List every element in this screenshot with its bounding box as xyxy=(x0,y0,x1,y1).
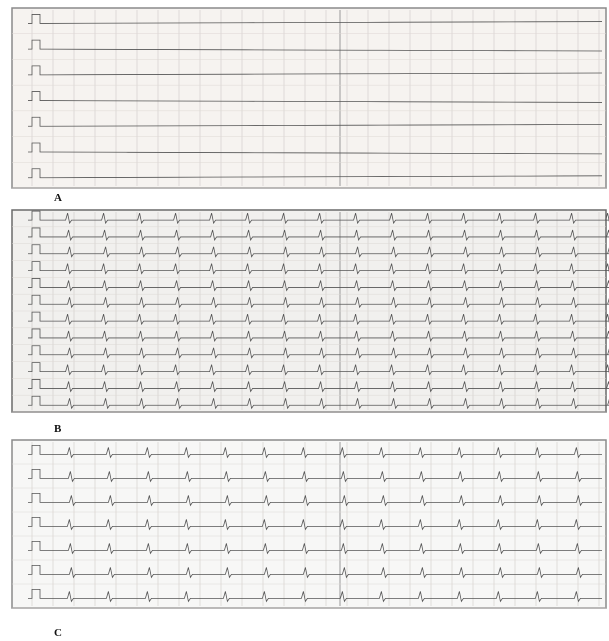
ecg-trace xyxy=(28,261,609,275)
ecg-trace xyxy=(28,395,609,410)
panel-a xyxy=(11,7,607,189)
ecg-trace xyxy=(28,294,609,309)
ecg-strip xyxy=(11,7,607,189)
ecg-trace xyxy=(28,39,603,52)
ecg-trace xyxy=(28,328,609,342)
ecg-trace xyxy=(28,244,609,258)
ecg-trace xyxy=(28,345,609,359)
ecg-trace xyxy=(28,362,609,376)
ecg-trace xyxy=(28,210,609,225)
ecg-trace xyxy=(28,116,603,127)
ecg-trace xyxy=(28,469,602,483)
panel-c xyxy=(11,439,607,609)
ecg-trace xyxy=(28,142,603,155)
panel-label: C xyxy=(54,627,62,639)
panel-label: B xyxy=(54,423,62,435)
ecg-trace xyxy=(28,14,603,24)
panel-label: A xyxy=(54,192,62,204)
ecg-trace xyxy=(28,517,602,531)
ecg-trace xyxy=(28,589,602,603)
ecg-trace xyxy=(28,445,602,459)
ecg-trace xyxy=(28,168,603,179)
ecg-trace xyxy=(28,379,609,393)
ecg-trace xyxy=(28,278,609,292)
panel-b xyxy=(11,209,609,413)
ecg-trace xyxy=(28,493,602,507)
ecg-strip xyxy=(11,439,607,609)
ecg-trace xyxy=(28,91,603,103)
ecg-trace xyxy=(28,227,609,241)
ecg-trace xyxy=(28,65,603,76)
ecg-trace xyxy=(28,565,602,579)
ecg-trace xyxy=(28,311,609,326)
ecg-trace xyxy=(28,541,602,555)
